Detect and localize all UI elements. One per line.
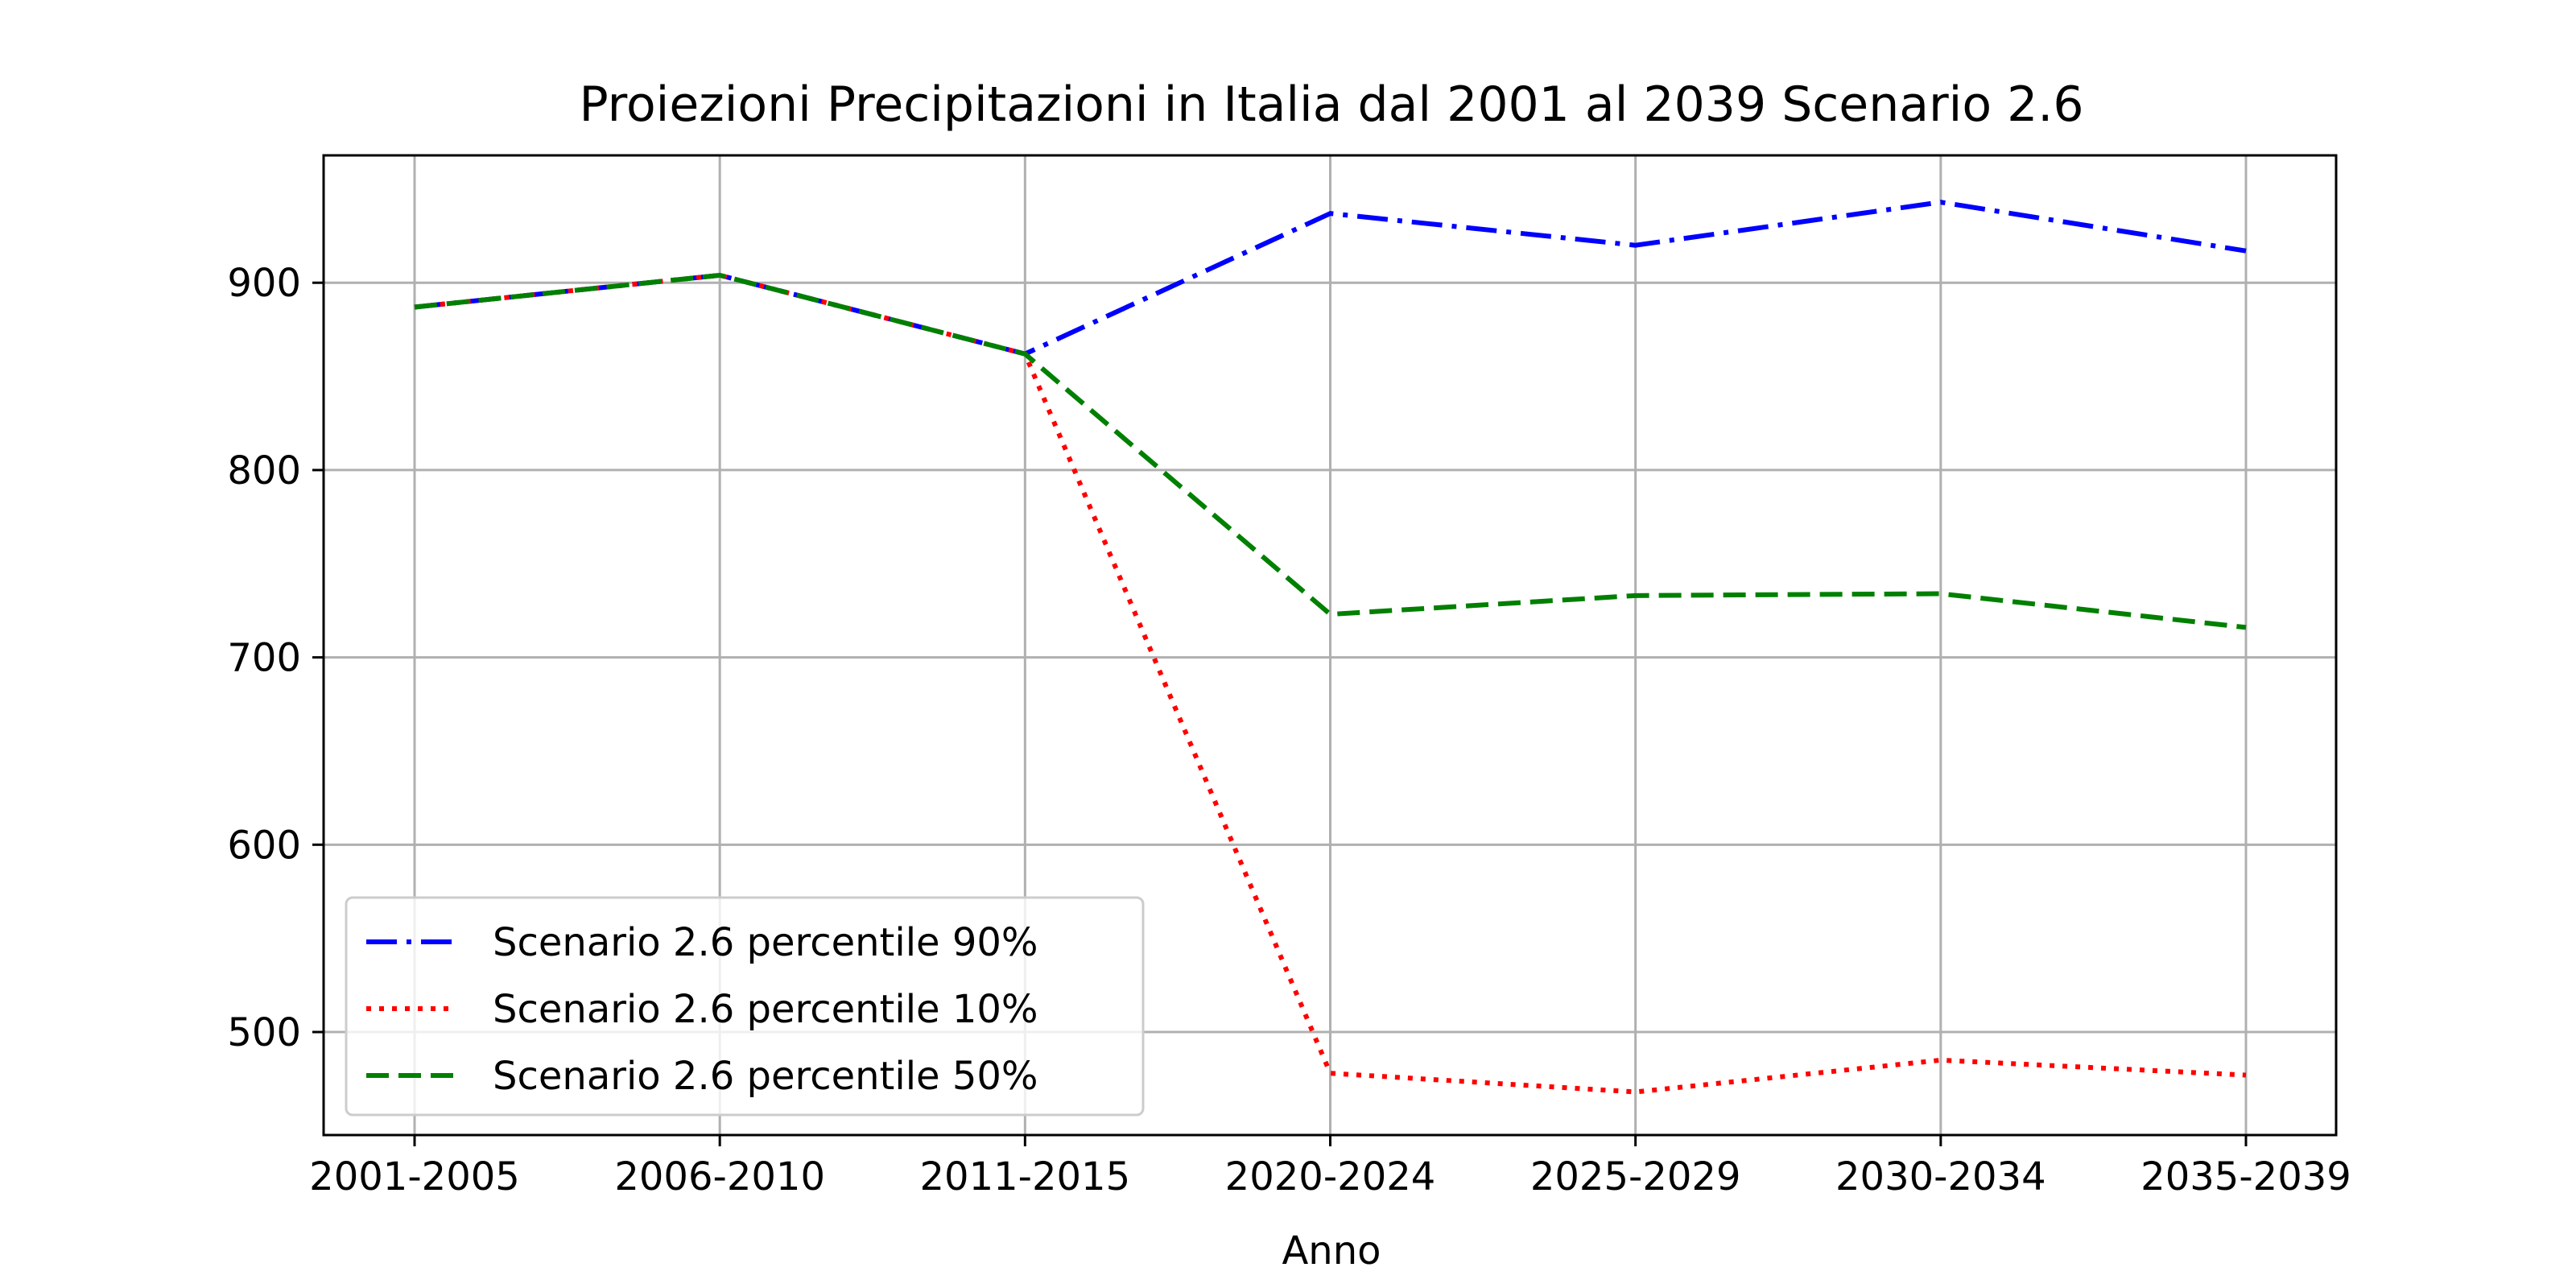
- series-line: [414, 272, 2247, 630]
- x-tick-label: 2030-2034: [1835, 1154, 2046, 1199]
- y-tick-label: 600: [227, 823, 301, 868]
- y-tick-label: 700: [227, 636, 301, 681]
- series-line: [414, 200, 2247, 357]
- chart-title: Proiezioni Precipitazioni in Italia dal …: [579, 76, 2083, 133]
- y-axis: 500 600 700 800 900: [227, 261, 324, 1055]
- legend-label: Scenario 2.6 percentile 10%: [493, 987, 1038, 1032]
- x-tick-label: 2035-2039: [2140, 1154, 2351, 1199]
- y-tick-label: 800: [227, 448, 301, 493]
- x-axis: 2001-2005 2006-2010 2011-2015 2020-2024 2025…: [309, 1135, 2351, 1199]
- x-tick-label: 2025-2029: [1530, 1154, 1741, 1199]
- x-tick-label: 2011-2015: [920, 1154, 1131, 1199]
- y-tick-label: 500: [227, 1010, 301, 1055]
- legend-box: [345, 896, 1145, 1117]
- series-lines: [414, 200, 2247, 1095]
- x-axis-label: Anno: [1282, 1228, 1381, 1274]
- x-tick-label: 2006-2010: [614, 1154, 825, 1199]
- x-tick-label: 2020-2024: [1225, 1154, 1436, 1199]
- legend-label: Scenario 2.6 percentile 50%: [493, 1054, 1038, 1099]
- legend-label: Scenario 2.6 percentile 90%: [493, 920, 1038, 965]
- y-tick-label: 900: [227, 261, 301, 306]
- legend: Scenario 2.6 percentile 90% Scenario 2.6 …: [345, 896, 1145, 1117]
- x-tick-label: 2001-2005: [309, 1154, 520, 1199]
